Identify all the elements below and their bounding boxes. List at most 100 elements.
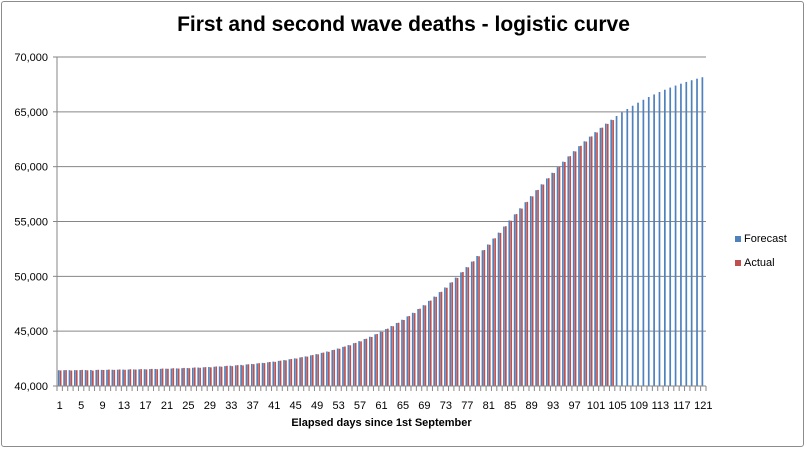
bar-forecast	[304, 356, 307, 386]
bar-forecast	[385, 328, 387, 386]
bar-actual	[118, 369, 121, 386]
x-tick-label: 25	[182, 400, 194, 412]
bar-forecast	[79, 370, 82, 386]
bar-forecast	[197, 367, 200, 386]
bar-actual	[445, 287, 448, 386]
bar-actual	[327, 351, 330, 386]
bar-forecast	[159, 368, 162, 386]
bar-actual	[542, 184, 545, 386]
bar-actual	[172, 368, 175, 386]
bar-forecast	[551, 172, 554, 386]
bar-forecast	[84, 370, 87, 386]
bar-forecast	[181, 368, 183, 386]
bar-forecast	[95, 369, 98, 386]
bar-actual	[606, 123, 609, 386]
bar-actual	[70, 370, 73, 386]
bar-forecast	[674, 85, 677, 387]
x-tick-label: 29	[204, 400, 216, 412]
bar-forecast	[454, 277, 457, 386]
bar-forecast	[63, 370, 65, 386]
y-tick-label: 55,000	[14, 217, 48, 229]
bar-actual	[563, 161, 566, 386]
bar-forecast	[202, 367, 205, 386]
bar-forecast	[213, 366, 216, 386]
bar-forecast	[481, 250, 484, 386]
bar-forecast	[653, 94, 655, 387]
bar-forecast	[272, 361, 275, 386]
bar-forecast	[352, 343, 355, 386]
bar-actual	[215, 366, 218, 386]
bar-actual	[569, 156, 572, 386]
bar-forecast	[379, 331, 382, 386]
bar-actual	[317, 354, 319, 386]
bar-forecast	[390, 326, 393, 386]
bar-actual	[419, 308, 421, 386]
bar-actual	[59, 370, 62, 386]
bar-actual	[161, 368, 164, 386]
bar-actual	[574, 151, 577, 386]
bar-forecast	[663, 89, 666, 386]
bar-actual	[483, 250, 486, 386]
bar-actual	[263, 363, 266, 386]
x-tick-label: 17	[139, 400, 151, 412]
bar-forecast	[358, 341, 360, 386]
bar-forecast	[132, 369, 135, 386]
bar-actual	[177, 368, 180, 386]
bar-forecast	[637, 102, 639, 386]
bar-actual	[472, 261, 475, 386]
x-tick-label: 53	[332, 400, 344, 412]
x-tick-label: 77	[461, 400, 473, 412]
bar-actual	[558, 166, 561, 386]
bar-actual	[344, 346, 346, 386]
bar-actual	[199, 367, 201, 386]
bar-forecast	[631, 105, 634, 387]
bar-forecast	[690, 80, 693, 386]
bar-forecast	[401, 319, 403, 386]
x-tick-label: 109	[630, 400, 648, 412]
bar-forecast	[283, 360, 285, 386]
bar-forecast	[562, 161, 564, 386]
bar-forecast	[234, 365, 237, 386]
bar-forecast	[267, 362, 269, 386]
x-tick-label: 61	[375, 400, 387, 412]
bar-forecast	[320, 352, 323, 386]
bar-forecast	[604, 123, 607, 386]
bar-actual	[349, 345, 352, 386]
bar-forecast	[701, 77, 704, 387]
bar-forecast	[299, 357, 301, 386]
bar-actual	[156, 369, 159, 386]
bar-actual	[97, 369, 100, 386]
bar-forecast	[363, 339, 366, 386]
bar-forecast	[486, 244, 489, 386]
legend-swatch-forecast	[735, 236, 741, 242]
x-tick-label: 121	[694, 400, 712, 412]
bar-actual	[590, 136, 593, 386]
x-tick-label: 9	[100, 400, 106, 412]
bar-actual	[354, 342, 357, 386]
bar-actual	[531, 196, 534, 386]
y-tick-label: 45,000	[14, 326, 48, 338]
bar-actual	[129, 369, 132, 386]
bar-forecast	[175, 368, 178, 386]
x-tick-label: 1	[57, 400, 63, 412]
bar-forecast	[309, 355, 312, 386]
bar-forecast	[90, 369, 92, 386]
bar-actual	[285, 360, 287, 386]
bar-actual	[360, 341, 362, 386]
bar-actual	[311, 355, 314, 386]
bar-actual	[451, 282, 454, 386]
bar-forecast	[293, 358, 296, 386]
bar-forecast	[492, 238, 495, 386]
bar-forecast	[465, 267, 468, 386]
bar-actual	[242, 365, 244, 386]
bar-actual	[424, 305, 427, 386]
bar-forecast	[578, 146, 580, 386]
bar-actual	[75, 370, 78, 386]
bar-actual	[494, 238, 496, 386]
bar-actual	[504, 226, 507, 386]
bar-actual	[301, 357, 303, 386]
y-tick-label: 40,000	[14, 381, 48, 393]
bar-forecast	[444, 287, 446, 386]
bar-forecast	[503, 226, 505, 386]
